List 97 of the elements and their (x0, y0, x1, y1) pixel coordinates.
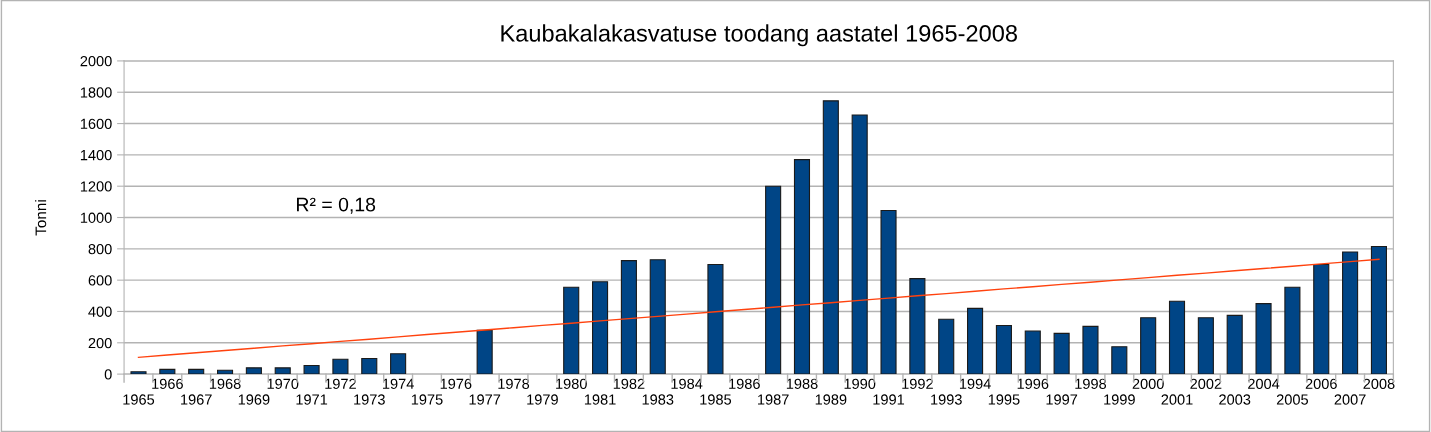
x-tick-label: 1989 (815, 394, 847, 405)
x-tick-label: 1972 (325, 378, 356, 389)
y-tick-label: 1800 (80, 87, 112, 98)
bar (245, 367, 262, 375)
bar (1342, 251, 1359, 375)
bar (822, 100, 839, 375)
y-tick-label: 1200 (80, 181, 112, 192)
bar (591, 281, 609, 375)
bar (188, 368, 205, 375)
bar (620, 260, 637, 375)
bar (274, 367, 291, 375)
bar (851, 114, 868, 375)
annotation: R² = 0,18 (297, 197, 376, 214)
bar (130, 371, 147, 375)
bar (967, 307, 984, 375)
x-tick-label: 2008 (1363, 378, 1395, 389)
x-tick-label: 1981 (584, 394, 616, 405)
x-tick-label: 1965 (123, 394, 155, 405)
y-tick-label: 600 (88, 275, 112, 286)
bar (476, 329, 493, 375)
bar (1111, 346, 1128, 375)
line-series (137, 258, 1380, 359)
x-tick-label: 1992 (902, 378, 933, 389)
x-tick-label: 1988 (786, 378, 818, 389)
x-tick-label: 1984 (671, 378, 703, 389)
x-tick-label: 1983 (642, 394, 674, 405)
y-tick-label: 0 (104, 369, 112, 380)
x-tick-label: 1986 (729, 378, 760, 389)
x-tick-label: 1991 (873, 394, 905, 405)
bar (765, 185, 782, 375)
x-tick-label: 1976 (440, 378, 472, 389)
x-tick-label: 1980 (556, 378, 587, 389)
bar (361, 357, 378, 375)
x-tick-label: 2001 (1161, 394, 1193, 405)
bar (1226, 314, 1243, 375)
x-tick-label: 1994 (959, 378, 991, 389)
x-tick-label: 1985 (700, 394, 732, 405)
x-tick-label: 2007 (1334, 394, 1366, 405)
x-tick-label: 1990 (844, 378, 876, 389)
bar (909, 278, 926, 375)
x-tick-label: 1967 (181, 394, 212, 405)
x-tick-label: 2002 (1190, 378, 1222, 389)
bar (793, 159, 811, 375)
bar (332, 358, 349, 375)
x-tick-label: 1977 (469, 394, 501, 405)
y-tick-label: 400 (88, 306, 112, 317)
bar (880, 209, 897, 375)
bar (1370, 245, 1387, 375)
bar (1140, 317, 1157, 375)
bar (995, 325, 1012, 375)
x-tick-label: 1966 (152, 378, 183, 389)
bar (1024, 330, 1041, 375)
x-tick-label: 1997 (1046, 394, 1078, 405)
x-tick-label: 1970 (267, 378, 299, 389)
x-tick-label: 1993 (931, 394, 962, 405)
bar (938, 318, 955, 375)
x-tick-label: 1973 (354, 394, 385, 405)
x-tick-label: 1975 (411, 394, 443, 405)
y-tick-label: 1000 (80, 212, 112, 223)
x-tick-label: 1982 (613, 378, 645, 389)
y-tick-label: 2000 (80, 56, 112, 67)
bar (1168, 300, 1186, 375)
bar (1284, 286, 1301, 375)
x-tick-label: 1996 (1017, 378, 1049, 389)
y-tick-label: 1600 (80, 118, 112, 129)
y-tick-label: 1400 (80, 149, 112, 161)
chart-title: Kaubakalakasvatuse toodang aastatel 1965-2008 (501, 24, 1017, 47)
x-tick-label: 2003 (1219, 394, 1251, 405)
bar (303, 364, 320, 375)
x-tick-label: 2006 (1305, 378, 1337, 389)
bar (1082, 325, 1099, 375)
x-tick-label: 1974 (383, 378, 414, 389)
bar (390, 353, 407, 375)
x-tick-label: 1979 (527, 394, 558, 405)
bar (216, 369, 234, 375)
y-tick-label: 800 (88, 243, 112, 255)
y-tick-label: 200 (88, 337, 112, 349)
bar (1255, 303, 1272, 375)
bar (563, 286, 580, 375)
bar (159, 368, 176, 375)
bar (1053, 332, 1070, 375)
x-tick-label: 1978 (498, 378, 530, 389)
x-tick-label: 2004 (1248, 378, 1280, 389)
x-tick-label: 1999 (1104, 394, 1135, 405)
x-tick-label: 1987 (758, 394, 789, 405)
x-tick-label: 1995 (988, 394, 1020, 405)
bar (707, 263, 724, 375)
x-tick-label: 1971 (296, 394, 328, 405)
x-tick-label: 2005 (1276, 394, 1309, 405)
bar (649, 259, 666, 375)
x-tick-label: 1998 (1075, 378, 1107, 389)
bar (1313, 263, 1330, 375)
x-tick-label: 2000 (1132, 378, 1164, 389)
y-axis-title: Tonni (35, 200, 47, 236)
bar (1197, 317, 1214, 375)
x-tick-label: 1969 (238, 394, 270, 405)
x-tick-label: 1968 (209, 378, 241, 389)
